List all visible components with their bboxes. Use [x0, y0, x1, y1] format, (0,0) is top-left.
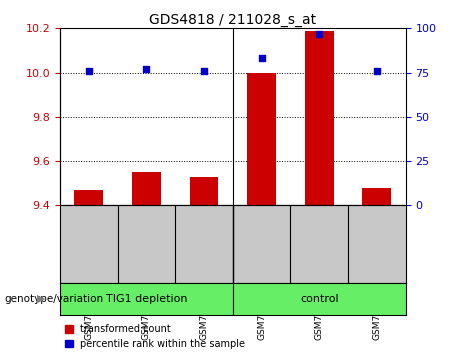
Title: GDS4818 / 211028_s_at: GDS4818 / 211028_s_at: [149, 13, 316, 27]
Bar: [362, 188, 391, 205]
Bar: [74, 190, 103, 205]
Point: [315, 31, 323, 36]
Bar: [132, 172, 161, 205]
Text: ▶: ▶: [37, 294, 46, 304]
Text: control: control: [300, 294, 338, 304]
Bar: [189, 177, 219, 205]
Point: [373, 68, 381, 74]
Bar: [305, 30, 334, 205]
Legend: transformed count, percentile rank within the sample: transformed count, percentile rank withi…: [65, 324, 245, 349]
Text: genotype/variation: genotype/variation: [5, 294, 104, 304]
Text: TIG1 depletion: TIG1 depletion: [106, 294, 187, 304]
Bar: [247, 73, 276, 205]
Point: [200, 68, 207, 74]
Point: [258, 56, 266, 61]
Point: [85, 68, 92, 74]
Point: [142, 66, 150, 72]
